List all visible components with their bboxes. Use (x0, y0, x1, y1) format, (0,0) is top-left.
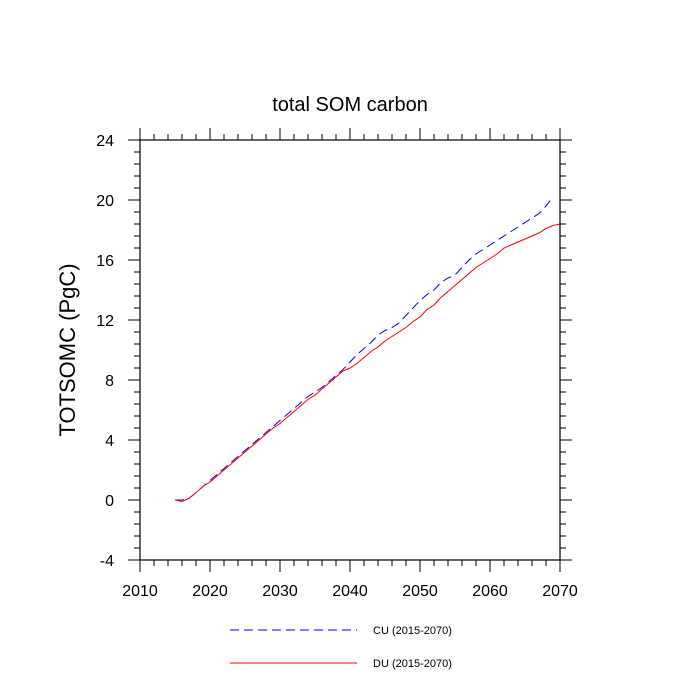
x-tick-label: 2010 (122, 583, 158, 600)
y-axis-label: TOTSOMC (PgC) (55, 263, 80, 436)
legend-label: CU (2015-2070) (373, 625, 452, 637)
chart-title: total SOM carbon (272, 94, 428, 116)
y-tick-label: 4 (105, 433, 114, 450)
x-tick-label: 2070 (542, 583, 578, 600)
y-tick-label: -4 (100, 553, 114, 570)
y-tick-label: 8 (105, 373, 114, 390)
y-tick-label: 0 (105, 493, 114, 510)
series-layer (174, 196, 561, 503)
x-tick-label: 2060 (472, 583, 508, 600)
series-line-cu (175, 196, 554, 501)
x-tick-label: 2020 (192, 583, 228, 600)
x-tick-label: 2030 (262, 583, 298, 600)
legend: CU (2015-2070) DU (2015-2070) (230, 625, 452, 670)
y-tick-label: 20 (96, 193, 114, 210)
x-tick-label: 2040 (332, 583, 368, 600)
plot-frame (139, 139, 561, 561)
x-tick-label: 2050 (402, 583, 438, 600)
y-tick-label: 16 (96, 253, 114, 270)
y-tick-label: 24 (96, 133, 114, 150)
y-tick-label: 12 (96, 313, 114, 330)
series-line-du (174, 223, 561, 503)
legend-label: DU (2015-2070) (373, 658, 452, 670)
ticks-layer: 2010 2020 2030 2040 2050 2060 2070 -4 0 4 8 12 16 20 2… (96, 128, 578, 600)
